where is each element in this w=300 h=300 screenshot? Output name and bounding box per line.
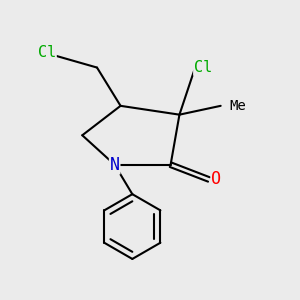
Text: O: O: [211, 170, 221, 188]
Text: N: N: [110, 156, 120, 174]
Text: Cl: Cl: [38, 45, 56, 60]
Text: Me: Me: [230, 99, 246, 113]
Text: Cl: Cl: [194, 60, 212, 75]
